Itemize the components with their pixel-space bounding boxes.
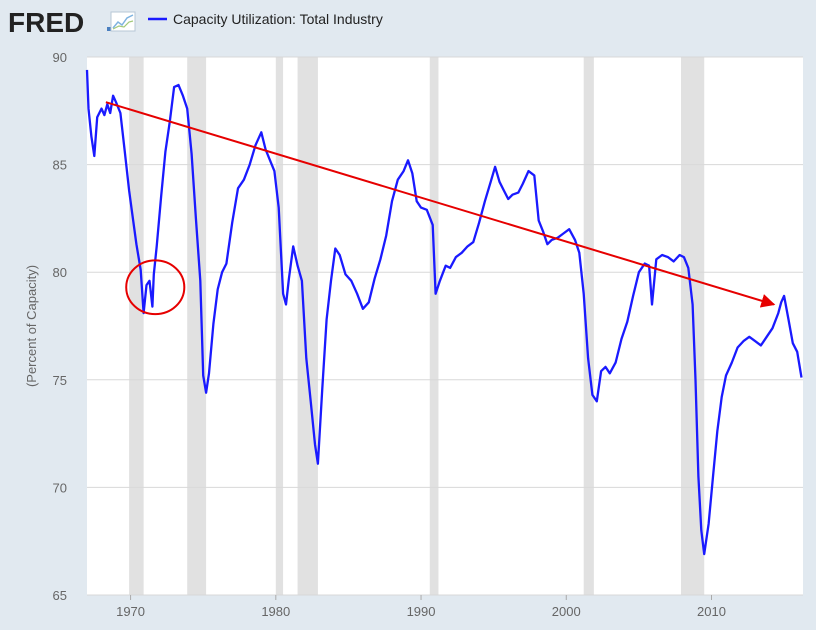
legend-label: Capacity Utilization: Total Industry <box>173 11 383 27</box>
recession-band-3 <box>297 57 318 595</box>
y-tick-label: 75 <box>53 373 67 388</box>
x-tick-label: 2000 <box>552 604 581 619</box>
x-tick-label: 2010 <box>697 604 726 619</box>
y-tick-label: 80 <box>53 265 67 280</box>
graph-icon <box>110 11 136 32</box>
x-tick-label: 1980 <box>261 604 290 619</box>
x-axis-ticks: 1970 1980 1990 2000 2010 <box>116 595 726 619</box>
x-tick-label: 1970 <box>116 604 145 619</box>
x-tick-label: 1990 <box>407 604 436 619</box>
y-tick-label: 85 <box>53 158 67 173</box>
series-line-0[interactable] <box>85 69 803 556</box>
trend-arrow <box>105 101 776 308</box>
recession-band-5 <box>583 57 594 595</box>
recession-band-4 <box>429 57 439 595</box>
recession-band-1 <box>187 57 207 595</box>
annotations <box>105 101 776 316</box>
y-axis-title: (Percent of Capacity) <box>24 265 39 387</box>
recession-band-0 <box>129 57 144 595</box>
y-tick-label: 70 <box>53 480 67 495</box>
fred-logo-text: FRED <box>8 7 84 38</box>
y-tick-label: 90 <box>53 50 67 65</box>
recession-band-2 <box>275 57 284 595</box>
y-axis-ticks: 65 70 75 80 85 90 <box>53 50 67 603</box>
logo-dot <box>107 27 111 31</box>
legend[interactable]: Capacity Utilization: Total Industry <box>148 11 383 27</box>
y-tick-label: 65 <box>53 588 67 603</box>
highlight-ellipse <box>125 259 186 316</box>
fred-logo[interactable]: FRED <box>8 7 136 38</box>
gridlines <box>87 56 803 596</box>
series-lines <box>85 69 803 556</box>
